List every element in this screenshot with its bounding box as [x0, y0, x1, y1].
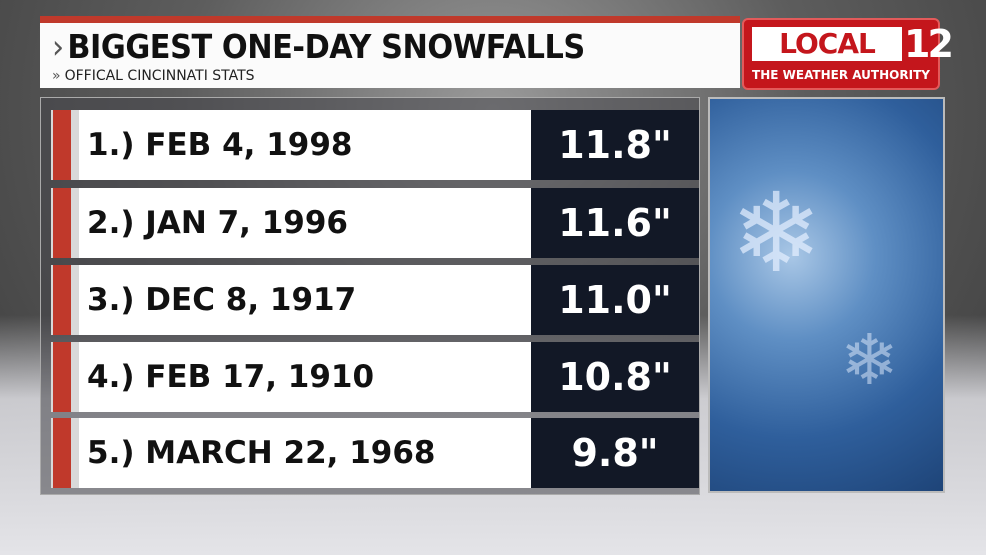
row-date: 2.) JAN 7, 1996: [79, 188, 531, 258]
page-title: › BIGGEST ONE-DAY SNOWFALLS: [52, 27, 585, 66]
snowflake-photo: ❄ ❄: [708, 97, 945, 493]
table-row: 4.) FEB 17, 1910 10.8": [51, 342, 699, 412]
logo-tagline: THE WEATHER AUTHORITY: [752, 68, 930, 82]
row-date: 4.) FEB 17, 1910: [79, 342, 531, 412]
station-logo: LOCAL 12 THE WEATHER AUTHORITY: [742, 18, 954, 90]
row-accent: [53, 342, 71, 412]
row-date: 5.) MARCH 22, 1968: [79, 418, 531, 488]
row-value: 10.8": [531, 342, 699, 412]
row-date: 1.) FEB 4, 1998: [79, 110, 531, 180]
rankings-table: 1.) FEB 4, 1998 11.8" 2.) JAN 7, 1996 11.6…: [40, 97, 700, 495]
row-accent: [53, 265, 71, 335]
table-row: 2.) JAN 7, 1996 11.6": [51, 188, 699, 258]
snowflake-icon: ❄: [840, 319, 899, 401]
logo-number: 12: [904, 22, 954, 66]
title-accent-bar: [40, 16, 740, 23]
row-date: 3.) DEC 8, 1917: [79, 265, 531, 335]
row-value: 11.8": [531, 110, 699, 180]
chevron-right-icon: ›: [52, 27, 64, 66]
title-text: BIGGEST ONE-DAY SNOWFALLS: [67, 27, 585, 66]
row-value: 9.8": [531, 418, 699, 488]
table-row: 1.) FEB 4, 1998 11.8": [51, 110, 699, 180]
title-panel: › BIGGEST ONE-DAY SNOWFALLS » OFFICAL CINC…: [40, 23, 740, 88]
row-accent: [53, 418, 71, 488]
table-row: 5.) MARCH 22, 1968 9.8": [51, 418, 699, 488]
logo-brand: LOCAL: [752, 27, 902, 61]
subtitle-text: OFFICAL CINCINNATI STATS: [64, 68, 255, 84]
row-accent: [53, 188, 71, 258]
snowflake-icon: ❄: [730, 169, 823, 297]
double-chevron-icon: »: [52, 68, 61, 84]
row-accent: [53, 110, 71, 180]
subtitle: » OFFICAL CINCINNATI STATS: [52, 68, 255, 84]
table-row: 3.) DEC 8, 1917 11.0": [51, 265, 699, 335]
row-value: 11.6": [531, 188, 699, 258]
row-value: 11.0": [531, 265, 699, 335]
